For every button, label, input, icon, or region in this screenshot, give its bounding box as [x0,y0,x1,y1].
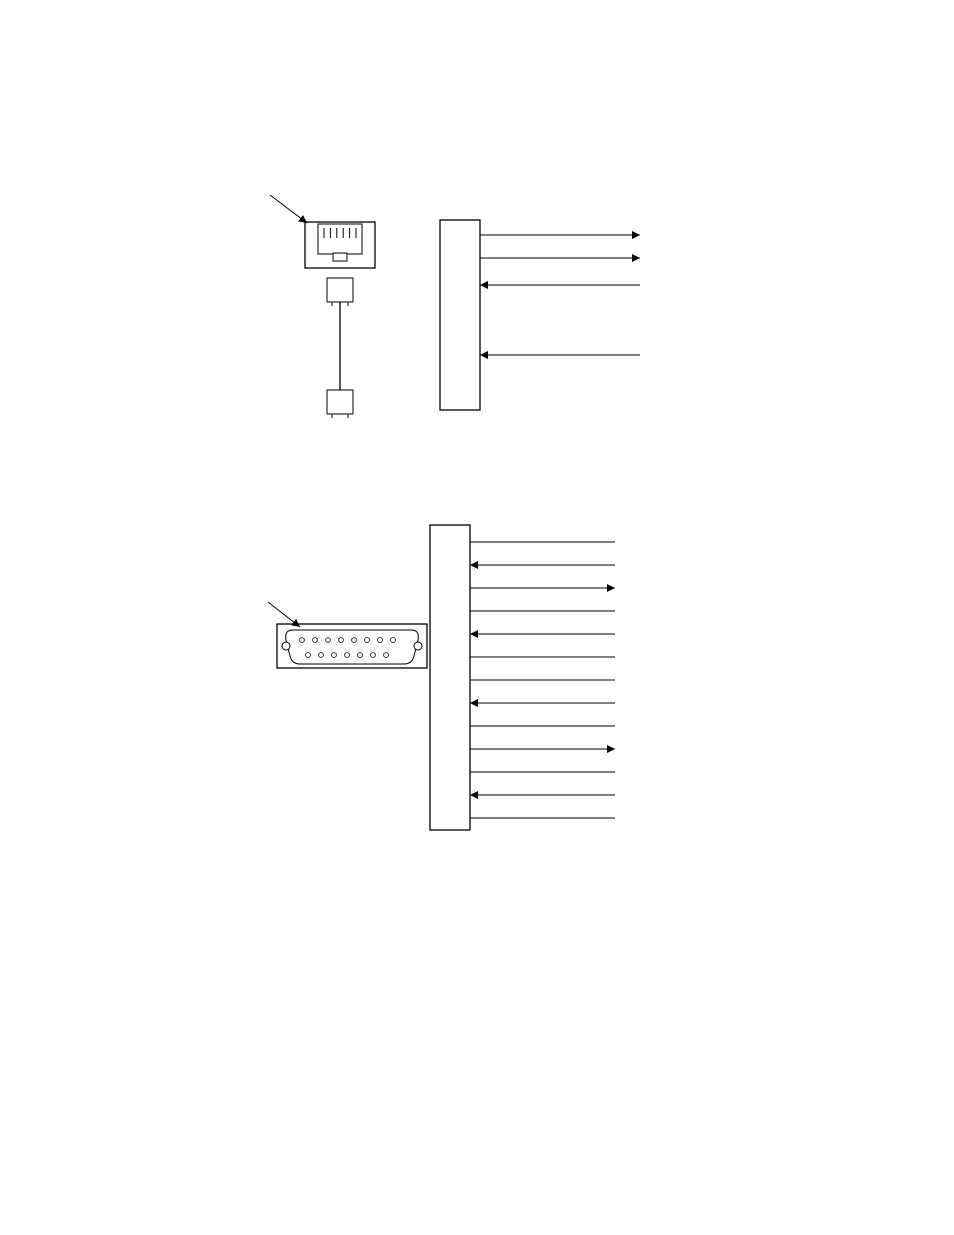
db15-pin [345,653,350,658]
db15-pin [300,638,305,643]
db15-pin [306,653,311,658]
screw-icon [414,642,422,650]
rj-plug-top [327,278,353,302]
db15-pin [378,638,383,643]
arrow-head-icon [480,281,488,289]
arrow-head-icon [632,231,640,239]
db15-pin [365,638,370,643]
db15-pin [352,638,357,643]
db15-pin [313,638,318,643]
arrow-head-icon [470,791,478,799]
db15-pin [326,638,331,643]
db15-pin [319,653,324,658]
rj-plug-bottom [327,390,353,414]
db15-pin [391,638,396,643]
screw-icon [282,642,290,650]
db15-pin [332,653,337,658]
arrow-head-icon [298,215,307,223]
arrow-head-icon [470,561,478,569]
db15-pin [371,653,376,658]
arrow-head-icon [632,254,640,262]
arrow-head-icon [470,699,478,707]
diagram-canvas [0,0,954,1235]
bottom-pin-box [430,525,470,830]
arrow-head-icon [470,630,478,638]
rj-jack-latch [333,253,347,261]
top-pin-box [440,220,480,410]
db15-pin [339,638,344,643]
arrow-head-icon [607,745,615,753]
db15-pin [384,653,389,658]
arrow-head-icon [480,351,488,359]
db15-shell [286,630,419,664]
rj-jack-opening [318,224,362,254]
db15-pin [358,653,363,658]
arrow-head-icon [607,584,615,592]
